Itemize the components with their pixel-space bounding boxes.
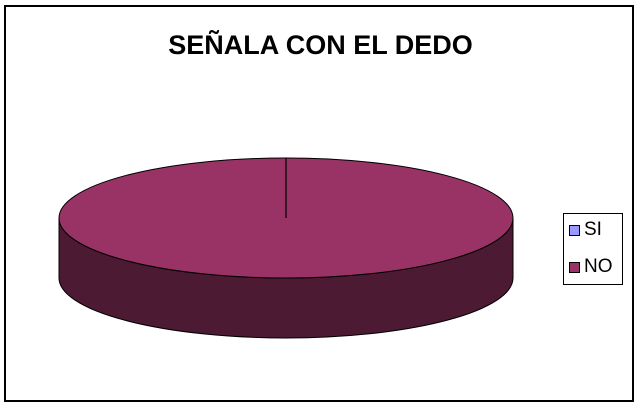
legend-swatch-no — [569, 261, 580, 273]
chart-title: SEÑALA CON EL DEDO — [168, 30, 473, 60]
legend-item-no: NO — [569, 256, 613, 278]
legend: SI NO — [563, 213, 623, 285]
legend-label-si: SI — [584, 219, 602, 240]
legend-swatch-si — [569, 224, 580, 236]
legend-label-no: NO — [584, 256, 613, 277]
legend-item-si: SI — [569, 219, 602, 241]
